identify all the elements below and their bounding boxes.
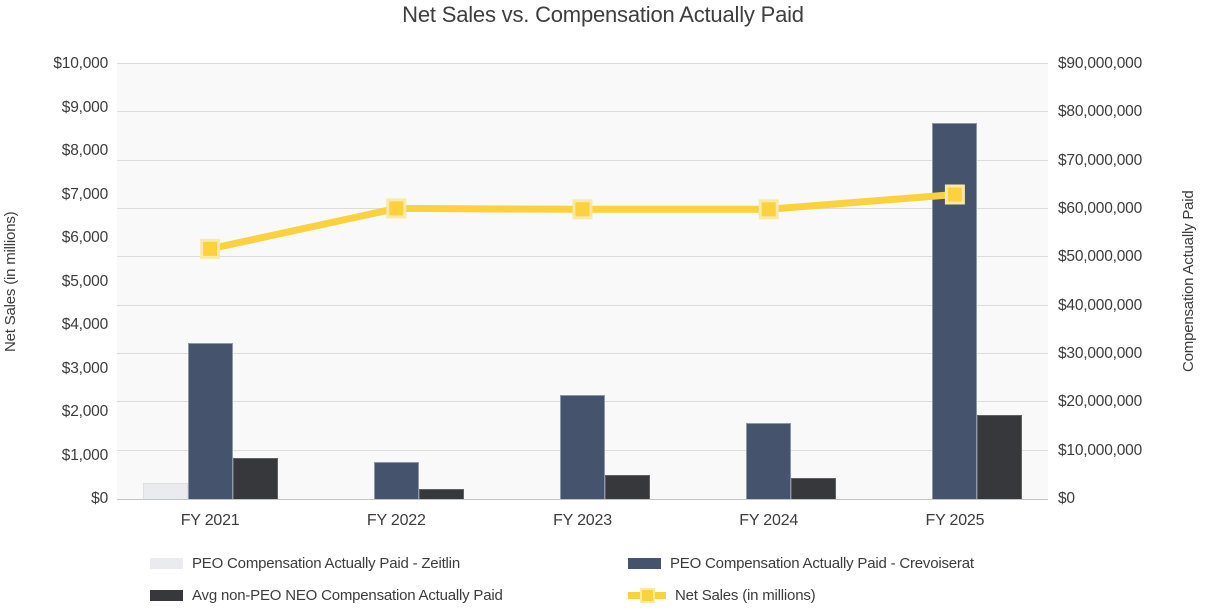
legend-label-net-sales: Net Sales (in millions) xyxy=(675,587,816,604)
legend-item-peo-zeitlin: PEO Compensation Actually Paid - Zeitlin xyxy=(150,555,460,572)
gridline xyxy=(117,304,1048,306)
bar-non-peo-neo xyxy=(977,414,1023,499)
right-axis-tick-label: $30,000,000 xyxy=(1058,345,1142,362)
gridline xyxy=(117,159,1048,161)
left-axis-tick-label: $8,000 xyxy=(61,142,108,159)
chart-title: Net Sales vs. Compensation Actually Paid xyxy=(402,2,804,27)
x-axis-line xyxy=(117,499,1048,500)
right-axis-tick-label: $70,000,000 xyxy=(1058,151,1142,169)
bar-non-peo-neo xyxy=(605,475,650,499)
legend-item-peo-crevoiserat: PEO Compensation Actually Paid - Crevois… xyxy=(628,555,974,572)
gridline xyxy=(117,256,1048,258)
legend-item-non-peo-neo: Avg non-PEO NEO Compensation Actually Pa… xyxy=(150,587,503,604)
net-sales-marker xyxy=(572,199,593,220)
right-axis-tick-label: $60,000,000 xyxy=(1058,200,1142,217)
bar-crevoiserat xyxy=(560,394,605,499)
x-axis-category-label: FY 2024 xyxy=(739,512,799,529)
right-axis-tick-label: $10,000,000 xyxy=(1058,441,1142,459)
left-axis-tick-label: $5,000 xyxy=(61,272,108,290)
right-axis-tick-label: $0 xyxy=(1058,490,1075,507)
bar-zeitlin xyxy=(142,483,188,499)
left-axis-tick-label: $2,000 xyxy=(61,403,108,420)
left-axis-tick-label: $4,000 xyxy=(61,316,108,333)
gridline xyxy=(117,111,1048,113)
legend-swatch-non-peo xyxy=(150,590,183,601)
bar-non-peo-neo xyxy=(791,477,837,499)
left-axis-tick-label: $6,000 xyxy=(61,229,108,246)
gridline xyxy=(117,353,1048,354)
left-axis-tick-label: $3,000 xyxy=(61,359,108,377)
left-axis-tick-label: $9,000 xyxy=(61,98,108,116)
legend-item-net-sales: Net Sales (in millions) xyxy=(628,587,816,604)
left-axis-tick-label: $10,000 xyxy=(53,55,108,72)
right-axis-tick-label: $90,000,000 xyxy=(1058,55,1142,72)
net-sales-marker xyxy=(386,198,407,219)
bar-crevoiserat xyxy=(373,462,419,499)
legend-label-crevoiserat: PEO Compensation Actually Paid - Crevois… xyxy=(670,555,974,572)
right-axis-tick-label: $80,000,000 xyxy=(1058,103,1142,121)
plot-area xyxy=(117,63,1048,500)
right-axis-tick-label: $40,000,000 xyxy=(1058,296,1142,314)
x-axis-category-label: FY 2023 xyxy=(553,512,612,529)
x-axis-category-label: FY 2021 xyxy=(180,512,240,529)
net-sales-marker xyxy=(200,238,221,259)
right-axis-tick-label: $20,000,000 xyxy=(1058,393,1142,411)
legend-swatch-net-sales-line xyxy=(628,587,666,604)
left-axis-tick-label: $7,000 xyxy=(61,185,108,203)
bar-crevoiserat xyxy=(187,343,233,499)
bar-crevoiserat xyxy=(746,422,792,499)
net-sales-marker xyxy=(944,184,965,205)
right-axis-title: Compensation Actually Paid xyxy=(1180,190,1197,373)
legend-swatch-crevoiserat xyxy=(628,558,661,569)
x-axis-category-label: FY 2025 xyxy=(925,512,985,529)
gridline xyxy=(117,63,1048,64)
legend-swatch-zeitlin xyxy=(150,558,183,569)
net-sales-line-layer xyxy=(200,184,965,259)
bar-non-peo-neo xyxy=(232,458,278,499)
x-axis-category-label: FY 2022 xyxy=(366,512,426,529)
bar-non-peo-neo xyxy=(418,489,464,499)
right-axis-tick-label: $50,000,000 xyxy=(1058,248,1142,266)
left-axis-tick-label: $0 xyxy=(91,490,108,507)
legend-label-non-peo: Avg non-PEO NEO Compensation Actually Pa… xyxy=(192,587,503,604)
legend-line-marker xyxy=(640,588,655,603)
net-sales-marker xyxy=(758,199,779,220)
legend-label-zeitlin: PEO Compensation Actually Paid - Zeitlin xyxy=(192,555,460,572)
left-axis-tick-label: $1,000 xyxy=(61,446,108,464)
